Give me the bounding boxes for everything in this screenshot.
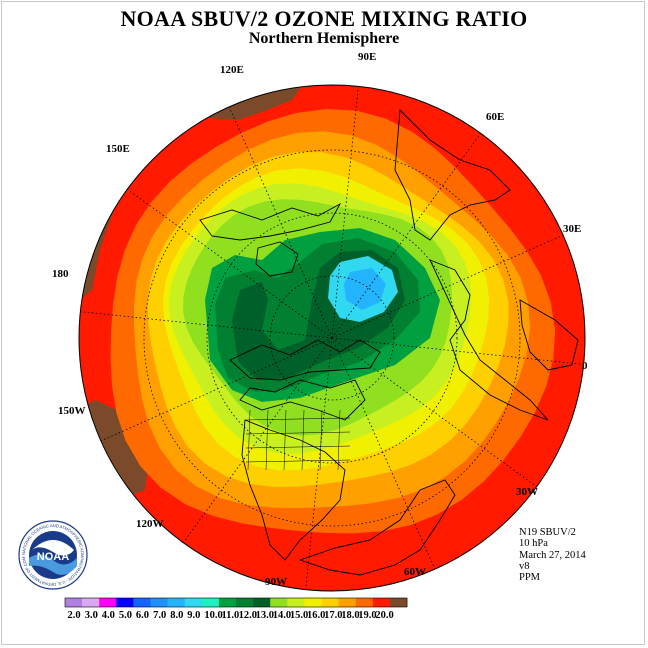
colorbar-swatch	[270, 598, 288, 607]
colorbar-tick-label: 13.0	[256, 610, 274, 621]
colorbar-swatch	[338, 598, 356, 607]
colorbar-tick-label: 20.0	[375, 610, 393, 621]
logo-text: NOAA	[37, 551, 69, 563]
colorbar-tick-label: 8.0	[170, 610, 183, 621]
colorbar-swatch	[82, 598, 100, 607]
coastline	[519, 299, 579, 371]
colorbar-tick-label: 3.0	[85, 610, 98, 621]
colorbar-border	[64, 597, 408, 608]
info-date: March 27, 2014	[519, 549, 586, 561]
colorbar-swatch	[321, 598, 339, 607]
coastline	[229, 339, 381, 381]
colorbar-tick-label: 19.0	[358, 610, 376, 621]
coastline	[241, 419, 346, 561]
info-version: v8	[519, 560, 530, 572]
colorbar-swatch	[218, 598, 237, 607]
ozone-low-blue	[344, 268, 386, 310]
lon-label-90w: 90W	[265, 576, 287, 588]
colorbar-swatch	[65, 598, 83, 607]
colorbar-tick-label: 16.0	[307, 610, 325, 621]
state-boundary	[245, 459, 351, 463]
map-title: NOAA SBUV/2 OZONE MIXING RATIO	[120, 6, 528, 31]
colorbar-tick-label: 18.0	[341, 610, 359, 621]
colorbar-swatch	[201, 598, 220, 607]
colorbar-tick-label: 17.0	[324, 610, 342, 621]
colorbar-tick-label: 4.0	[102, 610, 115, 621]
colorbar-swatch	[116, 598, 134, 607]
coastline	[429, 259, 549, 421]
colorbar-tick-label: 5.0	[119, 610, 132, 621]
lon-label-0: 0	[582, 360, 588, 372]
lon-label-60e: 60E	[486, 111, 505, 123]
latitude-circle	[206, 212, 458, 464]
info-units: PPM	[519, 572, 541, 584]
map-subtitle: Northern Hemisphere	[248, 30, 400, 47]
colorbar-swatch	[236, 598, 254, 607]
colorbar-swatch	[304, 598, 322, 607]
lon-label-180: 180	[52, 268, 69, 280]
coastline	[255, 241, 299, 277]
coastline	[298, 479, 456, 576]
colorbar-tick-label: 6.0	[136, 610, 149, 621]
product-info: N19 SBUV/2 10 hPa March 27, 2014 v8 PPM	[519, 527, 586, 583]
ozone-field	[79, 85, 585, 591]
noaa-logo: NOAA NATIONAL OCEANIC AND ATMOSPHERIC AD…	[18, 520, 88, 590]
lon-label-60w: 60W	[404, 566, 426, 578]
state-boundary	[245, 417, 351, 421]
colorbar-swatch	[167, 598, 185, 607]
lon-label-120e: 120E	[220, 64, 244, 76]
colorbar-tick-label: 14.0	[273, 610, 291, 621]
lon-label-150w: 150W	[58, 405, 86, 417]
colorbar-tick-label: 15.0	[290, 610, 308, 621]
latitude-circle	[269, 275, 395, 401]
state-boundary	[245, 445, 351, 449]
colorbar-swatch	[253, 598, 271, 607]
lon-label-90e: 90E	[358, 51, 377, 63]
coastline	[199, 202, 342, 241]
colorbar-swatch	[372, 598, 391, 607]
colorbar-swatch	[355, 598, 374, 607]
state-boundary	[283, 409, 287, 471]
colorbar-swatch	[133, 598, 151, 607]
map-border	[78, 84, 586, 592]
colorbar-swatch	[287, 598, 305, 607]
info-level: 10 hPa	[519, 538, 548, 550]
lon-label-30w: 30W	[516, 486, 538, 498]
latitude-circle	[143, 149, 521, 527]
state-boundary	[319, 409, 323, 471]
state-boundary	[245, 431, 351, 435]
colorbar-tick-label: 12.0	[239, 610, 257, 621]
colorbar-tick-label: 2.0	[68, 610, 81, 621]
lon-label-30e: 30E	[563, 223, 582, 235]
colorbar-tick-label: 10.0	[204, 610, 222, 621]
colorbar-tick-label: 9.0	[187, 610, 200, 621]
lon-label-150e: 150E	[106, 143, 130, 155]
lon-label-120w: 120W	[136, 518, 164, 530]
coastline	[239, 379, 366, 421]
state-boundary	[265, 409, 269, 471]
info-satellite: N19 SBUV/2	[519, 527, 576, 538]
colorbar-swatch	[150, 598, 168, 607]
colorbar-swatch	[389, 598, 408, 607]
colorbar-swatch	[184, 598, 203, 607]
state-boundary	[301, 409, 305, 471]
colorbar-tick-label: 7.0	[153, 610, 166, 621]
colorbar-swatch	[99, 598, 117, 607]
coastline	[394, 108, 511, 241]
colorbar-tick-label: 11.0	[222, 610, 240, 621]
